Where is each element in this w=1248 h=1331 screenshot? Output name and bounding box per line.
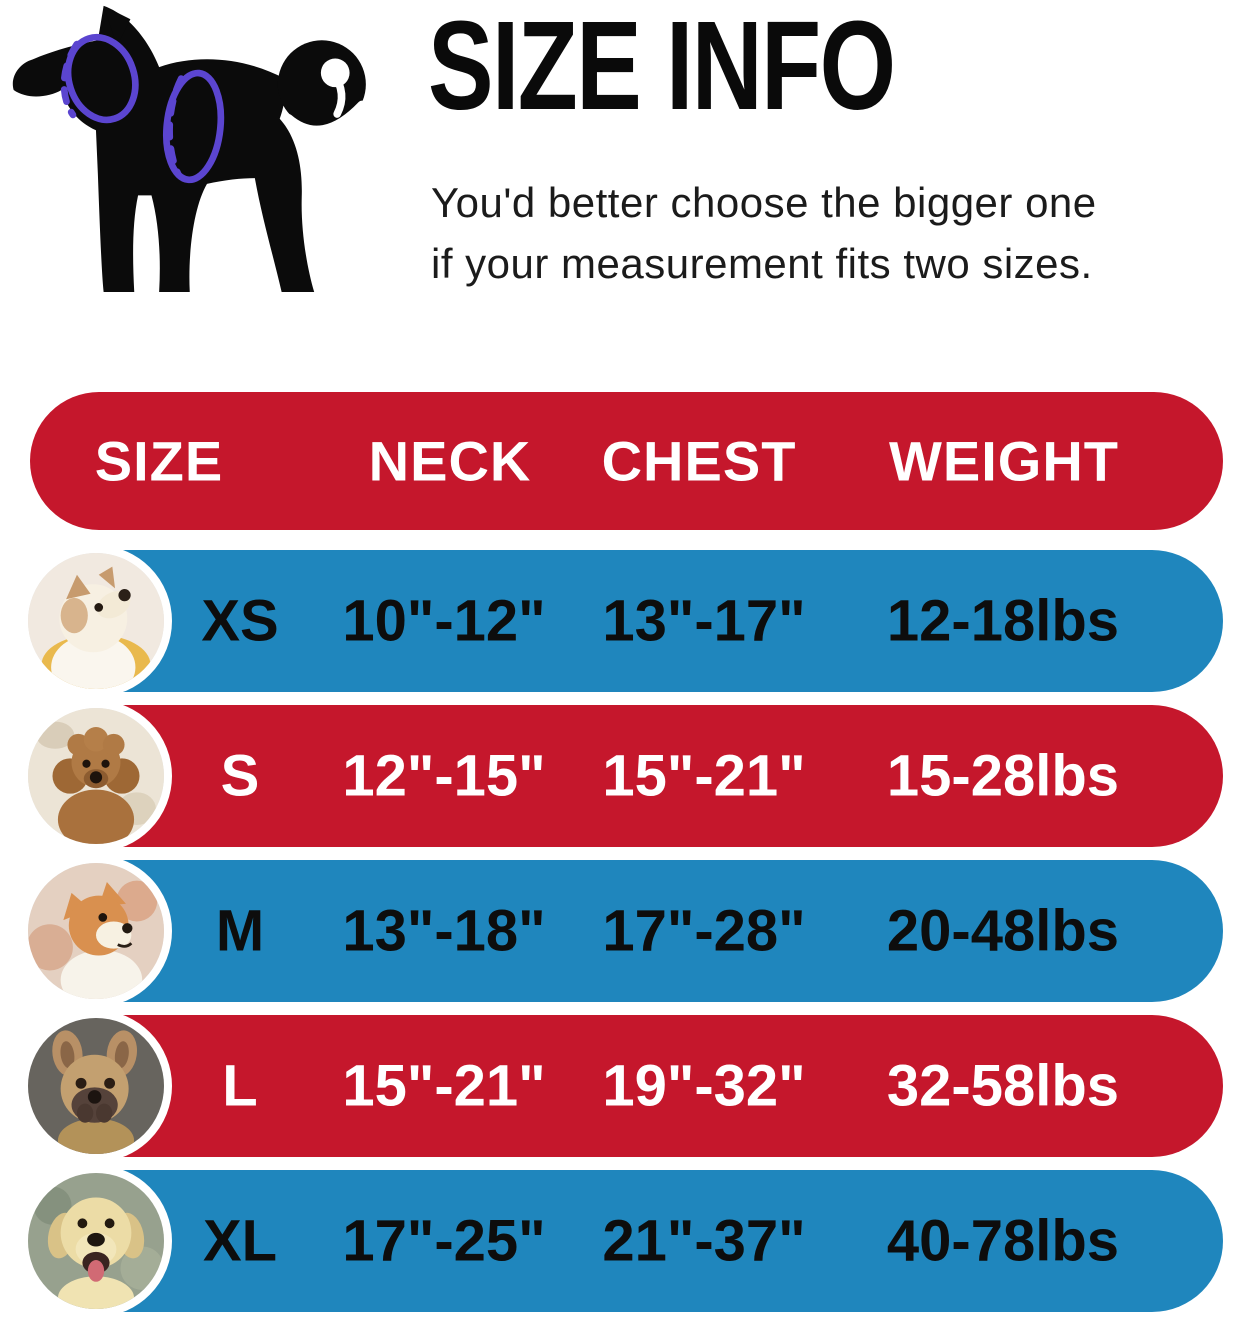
table-row-l: L 15"-21" 19"-32" 32-58lbs — [45, 1015, 1223, 1157]
size-advice-text: You'd better choose the bigger one if yo… — [431, 172, 1097, 294]
weight-cell: 40-78lbs — [886, 1208, 1120, 1274]
size-cell: XL — [202, 1208, 278, 1274]
table-row-m: M 13"-18" 17"-28" 20-48lbs — [45, 860, 1223, 1002]
chest-cell: 15"-21" — [602, 743, 806, 809]
chest-cell: 19"-32" — [602, 1053, 806, 1119]
column-header-neck: NECK — [368, 429, 532, 493]
toy-poodle-photo — [20, 700, 172, 852]
pomeranian-photo — [20, 545, 172, 697]
page-title: SIZE INFO — [428, 0, 896, 136]
neck-cell: 17"-25" — [342, 1208, 546, 1274]
table-row-xl: XL 17"-25" 21"-37" 40-78lbs — [45, 1170, 1223, 1312]
shiba-inu-photo — [20, 855, 172, 1007]
weight-cell: 15-28lbs — [886, 743, 1120, 809]
column-header-weight: WEIGHT — [889, 429, 1119, 493]
neck-cell: 13"-18" — [342, 898, 546, 964]
column-header-chest: CHEST — [601, 429, 797, 493]
size-cell: L — [222, 1053, 258, 1119]
size-advice-line-2: if your measurement fits two sizes. — [431, 240, 1093, 287]
dog-measurement-diagram-icon — [6, 2, 408, 322]
table-row-s: S 12"-15" 15"-21" 15-28lbs — [45, 705, 1223, 847]
chest-cell: 21"-37" — [602, 1208, 806, 1274]
weight-cell: 20-48lbs — [886, 898, 1120, 964]
weight-cell: 32-58lbs — [886, 1053, 1120, 1119]
french-bulldog-photo — [20, 1010, 172, 1162]
table-row-xs: XS 10"-12" 13"-17" 12-18lbs — [45, 550, 1223, 692]
neck-cell: 15"-21" — [342, 1053, 546, 1119]
size-cell: S — [220, 743, 260, 809]
size-advice-line-1: You'd better choose the bigger one — [431, 179, 1097, 226]
size-cell: XS — [201, 588, 279, 654]
column-header-size: SIZE — [94, 429, 224, 493]
chest-cell: 17"-28" — [602, 898, 806, 964]
neck-cell: 12"-15" — [342, 743, 546, 809]
table-header-row: SIZE NECK CHEST WEIGHT — [30, 392, 1223, 530]
size-cell: M — [215, 898, 265, 964]
weight-cell: 12-18lbs — [886, 588, 1120, 654]
neck-cell: 10"-12" — [342, 588, 546, 654]
chest-cell: 13"-17" — [602, 588, 806, 654]
labrador-photo — [20, 1165, 172, 1317]
